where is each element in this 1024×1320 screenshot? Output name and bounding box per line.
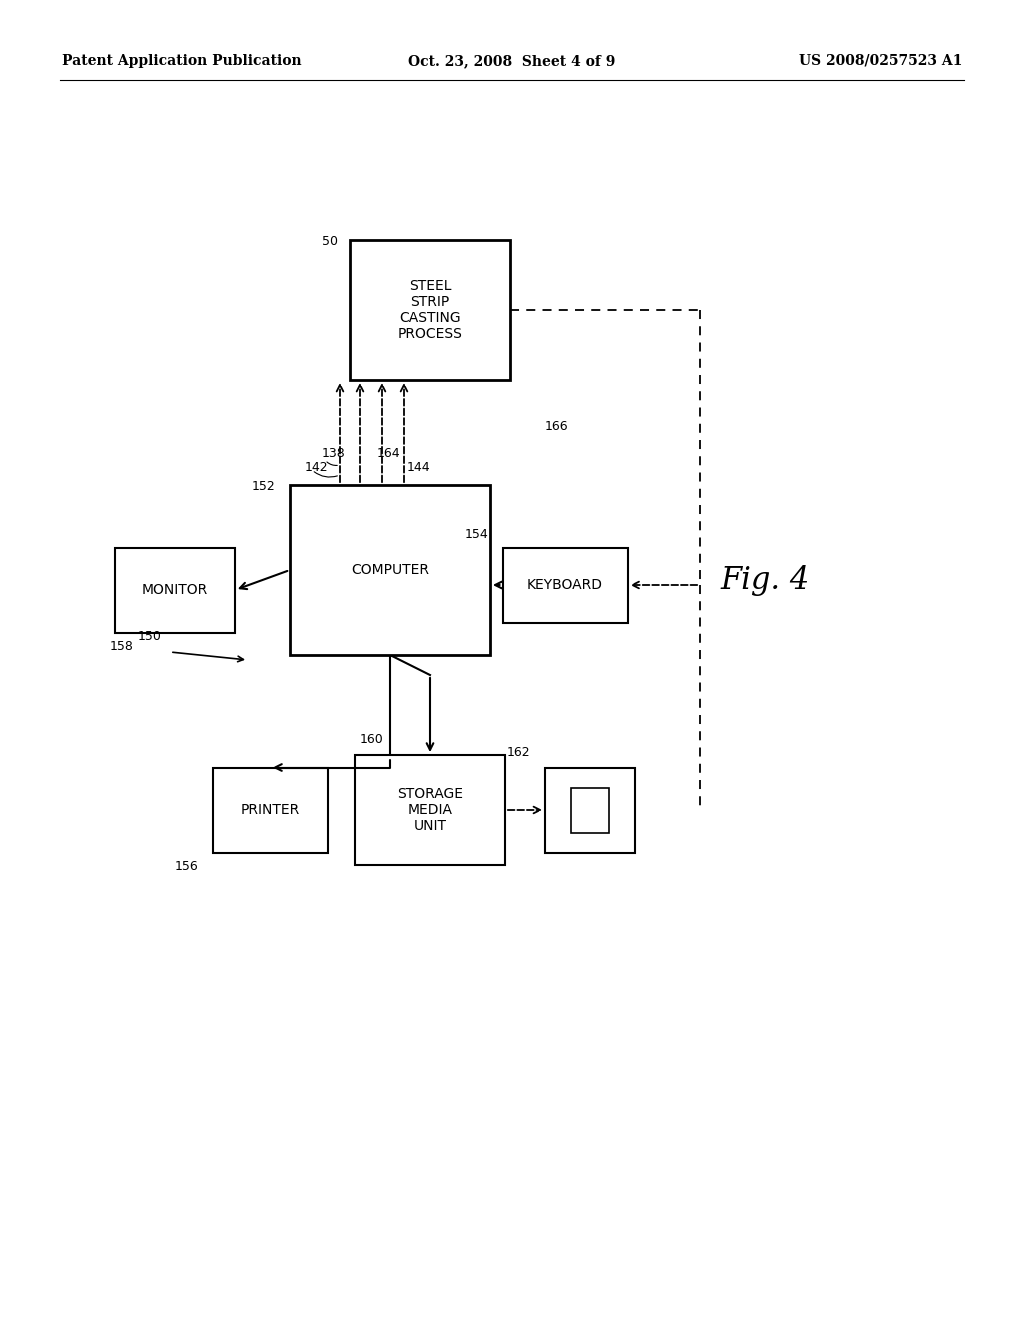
Bar xyxy=(290,484,490,655)
Text: 50: 50 xyxy=(322,235,338,248)
Text: 160: 160 xyxy=(360,733,384,746)
Text: 144: 144 xyxy=(407,461,431,474)
Text: 138: 138 xyxy=(322,447,346,459)
Text: 142: 142 xyxy=(305,461,329,474)
Bar xyxy=(571,788,609,833)
Text: Oct. 23, 2008  Sheet 4 of 9: Oct. 23, 2008 Sheet 4 of 9 xyxy=(409,54,615,69)
Text: 152: 152 xyxy=(252,480,275,492)
Bar xyxy=(115,548,234,632)
Text: 164: 164 xyxy=(377,447,400,459)
Text: STORAGE
MEDIA
UNIT: STORAGE MEDIA UNIT xyxy=(397,787,463,833)
Text: US 2008/0257523 A1: US 2008/0257523 A1 xyxy=(799,54,962,69)
Text: Fig. 4: Fig. 4 xyxy=(720,565,809,595)
Text: PRINTER: PRINTER xyxy=(241,803,300,817)
Bar xyxy=(213,767,328,853)
Bar xyxy=(503,548,628,623)
Text: MONITOR: MONITOR xyxy=(142,583,208,597)
Text: 154: 154 xyxy=(465,528,488,540)
Text: 158: 158 xyxy=(110,640,134,653)
Text: 162: 162 xyxy=(507,746,530,759)
Text: KEYBOARD: KEYBOARD xyxy=(527,578,603,591)
Bar xyxy=(355,755,505,865)
Text: Patent Application Publication: Patent Application Publication xyxy=(62,54,302,69)
Text: 150: 150 xyxy=(138,630,162,643)
Bar xyxy=(350,240,510,380)
Bar xyxy=(545,767,635,853)
Text: 156: 156 xyxy=(174,861,199,874)
Text: 166: 166 xyxy=(545,420,568,433)
Text: STEEL
STRIP
CASTING
PROCESS: STEEL STRIP CASTING PROCESS xyxy=(397,279,463,342)
Text: COMPUTER: COMPUTER xyxy=(351,564,429,577)
